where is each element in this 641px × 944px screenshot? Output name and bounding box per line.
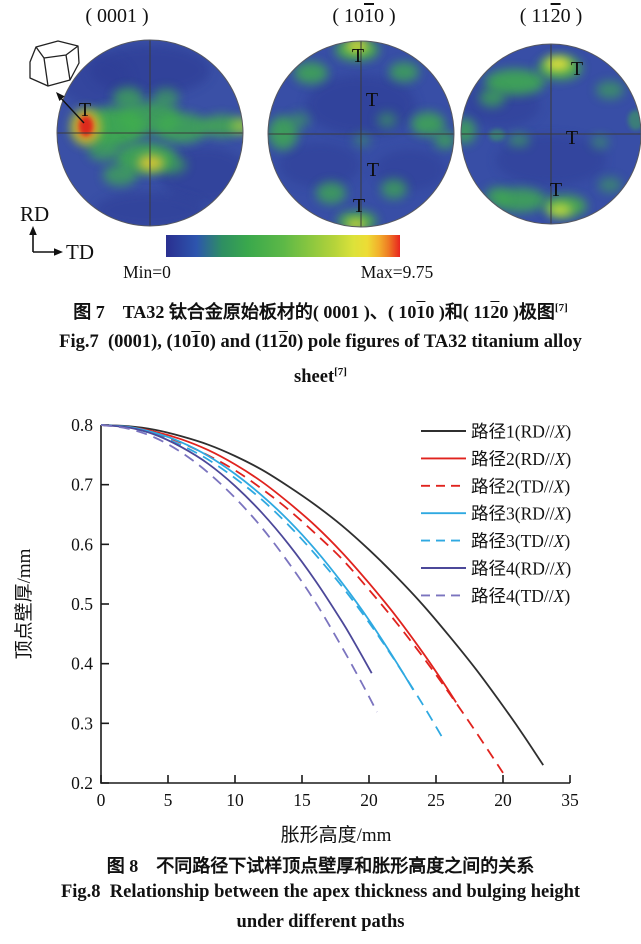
texture-t-marker: T <box>352 45 364 67</box>
pole-circle-outline <box>460 43 641 225</box>
colorbar-max-label: Max=9.75 <box>361 262 434 282</box>
y-tick-label: 0.2 <box>71 773 93 793</box>
legend-item: 路径4(RD//X) <box>421 559 571 579</box>
orientation-arrow <box>56 92 85 124</box>
texture-t-marker: T <box>550 179 562 201</box>
legend-item: 路径2(RD//X) <box>421 449 571 469</box>
colorbar-min-label: Min=0 <box>123 262 171 282</box>
rd-td-axes: RD TD <box>20 202 94 264</box>
x-tick-label: 35 <box>561 790 579 810</box>
series-line <box>100 424 504 774</box>
x-tick-label: 5 <box>164 790 173 810</box>
texture-t-marker: T <box>566 127 578 149</box>
x-tick-label: 10 <box>226 790 244 810</box>
texture-t-marker: T <box>571 58 583 80</box>
pole-figure-0 <box>57 40 243 226</box>
y-tick-label: 0.3 <box>71 713 93 733</box>
series-line <box>100 424 373 674</box>
figure7-caption-en-line1: Fig.7 (0001), (1010) and (1120) pole fig… <box>59 332 582 352</box>
legend-label: 路径3(RD//X) <box>471 504 571 524</box>
texture-t-marker: T <box>366 89 378 111</box>
figure7-caption-en-line2: sheet[7] <box>294 366 347 388</box>
x-tick-label: 0 <box>97 790 106 810</box>
texture-t-marker: T <box>79 99 91 121</box>
crystal-structure-icon <box>29 40 80 87</box>
y-tick-label: 0.8 <box>71 415 93 435</box>
pole-circle-outline <box>267 40 455 228</box>
figure8-caption-zh: 图 8 不同路径下试样顶点壁厚和胀形高度之间的关系 <box>106 856 535 876</box>
legend-item: 路径3(RD//X) <box>421 504 571 524</box>
series-line <box>100 424 544 766</box>
series-line <box>100 424 414 691</box>
y-tick-label: 0.6 <box>71 534 93 554</box>
legend-label: 路径1(RD//X) <box>471 422 571 442</box>
legend-label: 路径4(TD//X) <box>471 586 570 606</box>
x-axis-label: 胀形高度/mm <box>281 824 392 846</box>
series-line <box>100 424 378 713</box>
texture-t-marker: T <box>353 195 365 217</box>
td-axis-label: TD <box>66 240 94 264</box>
pole-title-1010: ( 1010 ) <box>332 5 396 27</box>
x-tick-label: 25 <box>427 790 445 810</box>
y-tick-label: 0.7 <box>71 475 93 495</box>
rd-axis-label: RD <box>20 202 49 226</box>
x-tick-label: 15 <box>293 790 311 810</box>
legend-label: 路径2(RD//X) <box>471 449 571 469</box>
pole-title-1120: ( 1120 ) <box>519 5 583 27</box>
x-tick-label: 20 <box>360 790 378 810</box>
legend-label: 路径2(TD//X) <box>471 476 570 496</box>
figure8-caption-en-line2: under different paths <box>236 912 405 932</box>
legend-item: 路径2(TD//X) <box>421 476 570 496</box>
legend-item: 路径3(TD//X) <box>421 531 570 551</box>
pole-title-0001: ( 0001 ) <box>85 5 149 27</box>
y-tick-label: 0.5 <box>71 594 93 614</box>
pole-figure-2 <box>461 44 641 224</box>
legend-label: 路径4(RD//X) <box>471 559 571 579</box>
color-scale-bar: Min=0 Max=9.75 <box>123 235 434 282</box>
pole-circle-outline <box>56 39 244 227</box>
y-axis-label: 顶点壁厚/mm <box>13 548 35 659</box>
figure7-caption-zh: 图 7 TA32 钛合金原始板材的( 0001 )、( 1010 )和( 112… <box>73 302 568 322</box>
legend-item: 路径1(RD//X) <box>421 422 571 442</box>
legend-item: 路径4(TD//X) <box>421 586 570 606</box>
pole-figure-1 <box>268 41 454 227</box>
figure8-caption-en-line1: Fig.8 Relationship between the apex thic… <box>60 882 581 902</box>
thickness-height-chart: 0.8 0.7 0.6 0.5 0.4 0.3 0.20 5 10 15 20 25 20 35 胀形高度/… <box>13 415 579 846</box>
x-tick-label: 20 <box>494 790 512 810</box>
texture-t-marker: T <box>367 159 379 181</box>
series-line <box>100 424 444 739</box>
series-line <box>100 424 457 703</box>
legend-label: 路径3(TD//X) <box>471 531 570 551</box>
y-tick-label: 0.4 <box>71 654 93 674</box>
